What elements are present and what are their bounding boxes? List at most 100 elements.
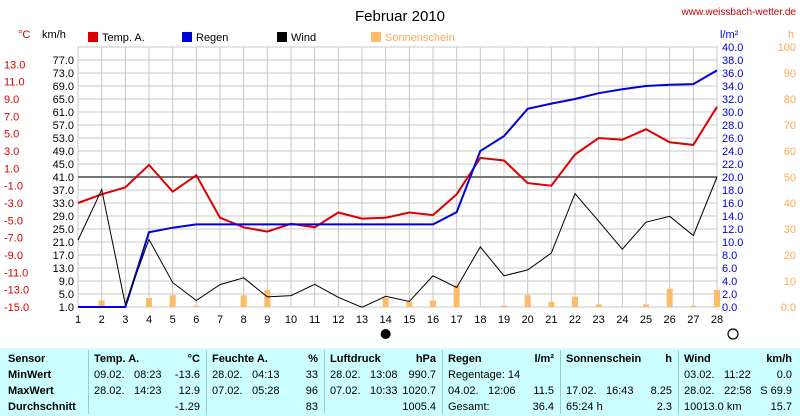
temp-stats-unit: °C xyxy=(187,353,200,365)
rain-stats-unit: l/m² xyxy=(534,353,554,365)
humidity-min-date: 28.02. xyxy=(212,369,243,381)
sunshine-bar xyxy=(501,305,507,307)
rain-tick-label: 32.0 xyxy=(722,94,743,106)
temp-max-time: 14:23 xyxy=(134,385,162,397)
label-minwert: MinWert xyxy=(8,369,52,381)
legend-swatch xyxy=(277,32,287,42)
sun-tick-label: 0.0 xyxy=(781,302,796,314)
temp-tick-label: -7.0 xyxy=(4,233,23,245)
sun-tick-label: 90 xyxy=(784,68,796,80)
humidity-stats-unit: % xyxy=(308,353,318,365)
sun-max-value: 8.25 xyxy=(650,385,672,397)
x-tick-label: 5 xyxy=(170,314,176,326)
wind-min-value: 0.0 xyxy=(776,369,792,381)
temp-stats-column: Temp. A. °C 09.02. 08:23 -13.6 28.02. 14… xyxy=(88,348,206,416)
humidity-avg-value: 83 xyxy=(305,401,318,413)
temp-tick-label: 1.0 xyxy=(4,163,19,175)
x-tick-label: 12 xyxy=(332,314,344,326)
x-tick-label: 17 xyxy=(451,314,463,326)
sun-tick-label: 30 xyxy=(784,224,796,236)
sun-max-time: 16:43 xyxy=(606,385,634,397)
humidity-min-time: 04:13 xyxy=(252,369,280,381)
rain-tick-label: 16.0 xyxy=(722,198,743,210)
temp-tick-label: -9.0 xyxy=(4,250,23,262)
rain-tick-label: 8.0 xyxy=(722,250,737,262)
rain-tick-label: 12.0 xyxy=(722,224,743,236)
pressure-max-time: 10:33 xyxy=(370,385,398,397)
rain-total-label: Gesamt: xyxy=(448,401,490,413)
sunshine-bar xyxy=(643,304,649,307)
sunshine-bar xyxy=(572,296,578,307)
rain-tick-label: 26.0 xyxy=(722,133,743,145)
pressure-stats-unit: hPa xyxy=(415,353,436,365)
sun-tick-label: 50 xyxy=(784,172,796,184)
x-tick-label: 28 xyxy=(711,314,723,326)
wind-tick-label: 41.0 xyxy=(53,172,74,184)
humidity-stats-column: Feuchte A. % 28.02. 04:13 33 07.02. 05:2… xyxy=(206,348,324,416)
temp-tick-label: 13.0 xyxy=(4,59,25,71)
x-tick-label: 7 xyxy=(217,314,223,326)
legend-label: Wind xyxy=(291,32,316,44)
rain-stats-title: Regen xyxy=(448,353,482,365)
pressure-max-value: 1020.7 xyxy=(402,385,436,397)
rain-total-value: 36.4 xyxy=(532,401,554,413)
x-tick-label: 21 xyxy=(545,314,557,326)
legend-label: Sonnenschein xyxy=(385,32,455,44)
temp-tick-label: 3.0 xyxy=(4,146,19,158)
temp-max-date: 28.02. xyxy=(94,385,125,397)
rain-unit-label: l/m² xyxy=(720,29,739,41)
source-link: www.weissbach-wetter.de xyxy=(681,7,797,18)
wind-tick-label: 45.0 xyxy=(53,159,74,171)
sun-stats-column: Sonnenschein h 17.02. 16:43 8.25 65:24 h… xyxy=(560,348,678,416)
label-sensor: Sensor xyxy=(8,353,46,365)
legend-label: Temp. A. xyxy=(102,32,145,44)
wind-tick-label: 29.0 xyxy=(53,211,74,223)
wind-tick-label: 25.0 xyxy=(53,224,74,236)
x-tick-label: 6 xyxy=(193,314,199,326)
sun-tick-label: 100 xyxy=(778,42,796,54)
x-tick-label: 27 xyxy=(687,314,699,326)
sun-max-date: 17.02. xyxy=(566,385,597,397)
wind-tick-label: 33.0 xyxy=(53,198,74,210)
wind-distance-label: 10013.0 km xyxy=(684,401,742,413)
statistics-table: Sensor MinWert MaxWert Durchschnitt Temp… xyxy=(0,348,800,416)
temp-tick-label: -13.0 xyxy=(4,285,29,297)
sunshine-bar xyxy=(666,288,673,307)
wind-tick-label: 77.0 xyxy=(53,55,74,67)
rain-tick-label: 4.0 xyxy=(722,276,737,288)
rain-tick-label: 6.0 xyxy=(722,263,737,275)
x-tick-label: 14 xyxy=(380,314,392,326)
x-tick-label: 26 xyxy=(664,314,676,326)
sun-stats-unit: h xyxy=(665,353,672,365)
pressure-min-time: 13:08 xyxy=(370,369,398,381)
wind-max-value: S 69.9 xyxy=(760,385,792,397)
pressure-max-date: 07.02. xyxy=(330,385,361,397)
temp-tick-label: 11.0 xyxy=(4,77,25,89)
legend-swatch xyxy=(182,32,192,42)
sunshine-bar xyxy=(595,304,602,307)
wind-tick-label: 9.0 xyxy=(59,276,74,288)
wind-tick-label: 5.0 xyxy=(59,289,74,301)
label-maxwert: MaxWert xyxy=(8,385,54,397)
rain-tick-label: 28.0 xyxy=(722,120,743,132)
row-labels-column: Sensor MinWert MaxWert Durchschnitt xyxy=(0,348,88,416)
series-line-wind xyxy=(77,176,718,308)
rain-max-value: 11.5 xyxy=(533,385,554,397)
x-tick-label: 24 xyxy=(616,314,628,326)
wind-max-time: 22:58 xyxy=(724,385,752,397)
sunshine-bar xyxy=(169,295,176,307)
x-tick-label: 20 xyxy=(522,314,534,326)
wind-min-time: 11:22 xyxy=(724,369,751,381)
rain-max-time: 12:06 xyxy=(488,385,516,397)
x-tick-label: 23 xyxy=(593,314,605,326)
rain-tick-label: 10.0 xyxy=(722,237,743,249)
temp-tick-label: -15.0 xyxy=(4,302,29,314)
wind-tick-label: 53.0 xyxy=(53,133,74,145)
sunshine-bar xyxy=(430,300,436,307)
x-tick-label: 9 xyxy=(264,314,270,326)
rain-tick-label: 14.0 xyxy=(722,211,743,223)
humidity-max-time: 05:28 xyxy=(252,385,280,397)
pressure-stats-column: Luftdruck hPa 28.02. 13:08 990.7 07.02. … xyxy=(324,348,442,416)
x-tick-label: 13 xyxy=(356,314,368,326)
x-tick-label: 4 xyxy=(146,314,152,326)
